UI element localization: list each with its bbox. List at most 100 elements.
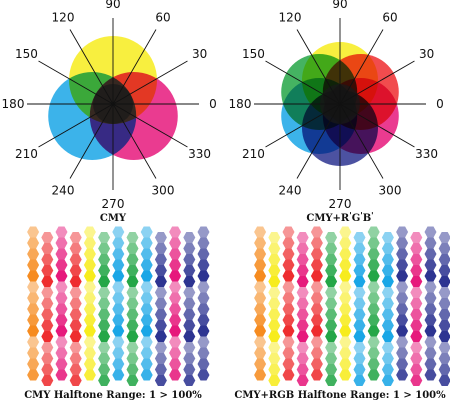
cmy-halftone-hex [183, 353, 196, 364]
cmy-rgb-halftone-hex [254, 369, 267, 381]
cmy-halftone-hex [55, 314, 68, 326]
cmy-rgb-halftone-hex [367, 347, 380, 359]
cmy-rgb-halftone-hex [353, 276, 366, 287]
cmy-rgb-wheel-caption: CMY+R'G'B' [306, 210, 373, 224]
cmy-rgb-halftone-hex [325, 364, 338, 375]
cmy-halftone-hex [41, 353, 54, 364]
cmy-halftone-column-magenta [55, 226, 68, 381]
cmy-rgb-halftone-hex [310, 303, 323, 315]
cmy-rgb-halftone-hex [353, 287, 366, 298]
cmy-halftone-hex [197, 237, 210, 249]
cmy-rgb-halftone-hex [410, 243, 423, 254]
cmy-rgb-angle-label-120: 120 [279, 10, 302, 24]
cmy-halftone-hex [154, 375, 167, 386]
cmy-rgb-halftone-hex [296, 331, 309, 342]
cmy-halftone-hex [169, 226, 182, 238]
cmy-spoke-300 [112, 103, 157, 179]
cmy-rgb-halftone-hex [325, 287, 338, 298]
cmy-halftone-hex [183, 243, 196, 254]
cmy-rgb-halftone-hex [438, 375, 450, 386]
cmy-spoke-210 [38, 103, 114, 148]
cmy-rgb-halftone-hex [410, 298, 423, 309]
cmy-rgb-halftone-hex [339, 303, 352, 315]
cmy-rgb-halftone-hex [282, 325, 295, 337]
cmy-angle-label-300: 300 [152, 184, 175, 198]
cmy-halftone-hex [169, 347, 182, 359]
cmy-rgb-halftone-hex [310, 336, 323, 348]
cmy-halftone-hex [154, 276, 167, 287]
cmy-rgb-halftone-hex [367, 325, 380, 337]
cmy-rgb-angle-label-150: 150 [242, 47, 265, 61]
cmy-rgb-angle-label-0: 0 [436, 97, 444, 111]
cmy-rgb-halftone-hex [310, 281, 323, 293]
cmy-halftone-hex [183, 287, 196, 298]
cmy-rgb-halftone-hex [268, 375, 281, 386]
cmy-rgb-halftone-hex [296, 353, 309, 364]
cmy-halftone-hex [140, 248, 153, 260]
cmy-rgb-halftone-hex [367, 226, 380, 238]
cmy-halftone-hex [69, 364, 82, 375]
cmy-rgb-halftone-hex [268, 287, 281, 298]
cmy-halftone-hex [169, 292, 182, 304]
cmy-halftone-hex [112, 237, 125, 249]
cmy-rgb-halftone-hex [268, 254, 281, 265]
cmy-halftone-hex [126, 243, 139, 254]
cmy-rgb-halftone-hex [396, 226, 409, 238]
cmy-halftone-hex [41, 232, 54, 243]
cmy-rgb-halftone-hex [438, 254, 450, 265]
cmy-rgb-spoke-120 [296, 29, 341, 105]
cmy-rgb-halftone-hex [424, 325, 437, 337]
cmy-rgb-halftone-hex [310, 325, 323, 337]
cmy-rgb-halftone-hex [396, 248, 409, 260]
cmy-halftone-hex [169, 358, 182, 370]
cmy-rgb-halftone-hex [410, 342, 423, 353]
cmy-halftone-hex [169, 281, 182, 293]
cmy-halftone-hex [154, 287, 167, 298]
cmy-halftone-hex [55, 303, 68, 315]
cmy-rgb-halftone-hex [325, 254, 338, 265]
cmy-halftone-column-cyan [112, 226, 125, 381]
cmy-halftone-hex [154, 364, 167, 375]
cmy-rgb-halftone-hex [325, 375, 338, 386]
cmy-rgb-halftone-hex [396, 336, 409, 348]
cmy-rgb-halftone-hex [367, 270, 380, 282]
cmy-spoke-240 [69, 103, 114, 179]
cmy-halftone-hex [154, 254, 167, 265]
cmy-rgb-halftone-hex [381, 309, 394, 320]
cmy-rgb-halftone-hex [268, 364, 281, 375]
cmy-halftone-hex [140, 237, 153, 249]
cmy-halftone-hex [112, 226, 125, 238]
cmy-halftone-hex [69, 265, 82, 276]
cmy-rgb-halftone-hex [310, 314, 323, 326]
cmy-rgb-halftone-hex [353, 320, 366, 331]
cmy-rgb-halftone-hex [410, 254, 423, 265]
cmy-halftone-hex [55, 281, 68, 293]
cmy-halftone-hex [154, 232, 167, 243]
cmy-halftone-hex [154, 320, 167, 331]
cmy-halftone-hex [154, 265, 167, 276]
cmy-halftone-hex [197, 303, 210, 315]
cmy-halftone-hex [197, 281, 210, 293]
cmy-halftone-hex [83, 248, 96, 260]
cmy-rgb-halftone-hex [296, 254, 309, 265]
cmy-rgb-halftone-hex [296, 342, 309, 353]
cmy-rgb-halftone-column-red [282, 226, 295, 381]
cmy-rgb-halftone-hex [396, 237, 409, 249]
cmy-rgb-halftone-hex [310, 292, 323, 304]
cmy-halftone-hex [98, 342, 111, 353]
cmy-rgb-halftone-hex [410, 353, 423, 364]
cmy-halftone-hex [112, 358, 125, 370]
cmy-rgb-halftone-hex [339, 292, 352, 304]
cmy-rgb-halftone-hex [339, 248, 352, 260]
cmy-rgb-halftone-hex [254, 336, 267, 348]
cmy-halftone-hex [112, 369, 125, 381]
cmy-halftone-hex [126, 364, 139, 375]
cmy-rgb-halftone-hex [254, 259, 267, 271]
cmy-rgb-halftone-hex [325, 309, 338, 320]
cmy-halftone-hex [98, 298, 111, 309]
cmy-halftone-hex [126, 353, 139, 364]
cmy-halftone-hex [112, 281, 125, 293]
cmy-halftone-hex [140, 270, 153, 282]
cmy-halftone-hex [69, 232, 82, 243]
